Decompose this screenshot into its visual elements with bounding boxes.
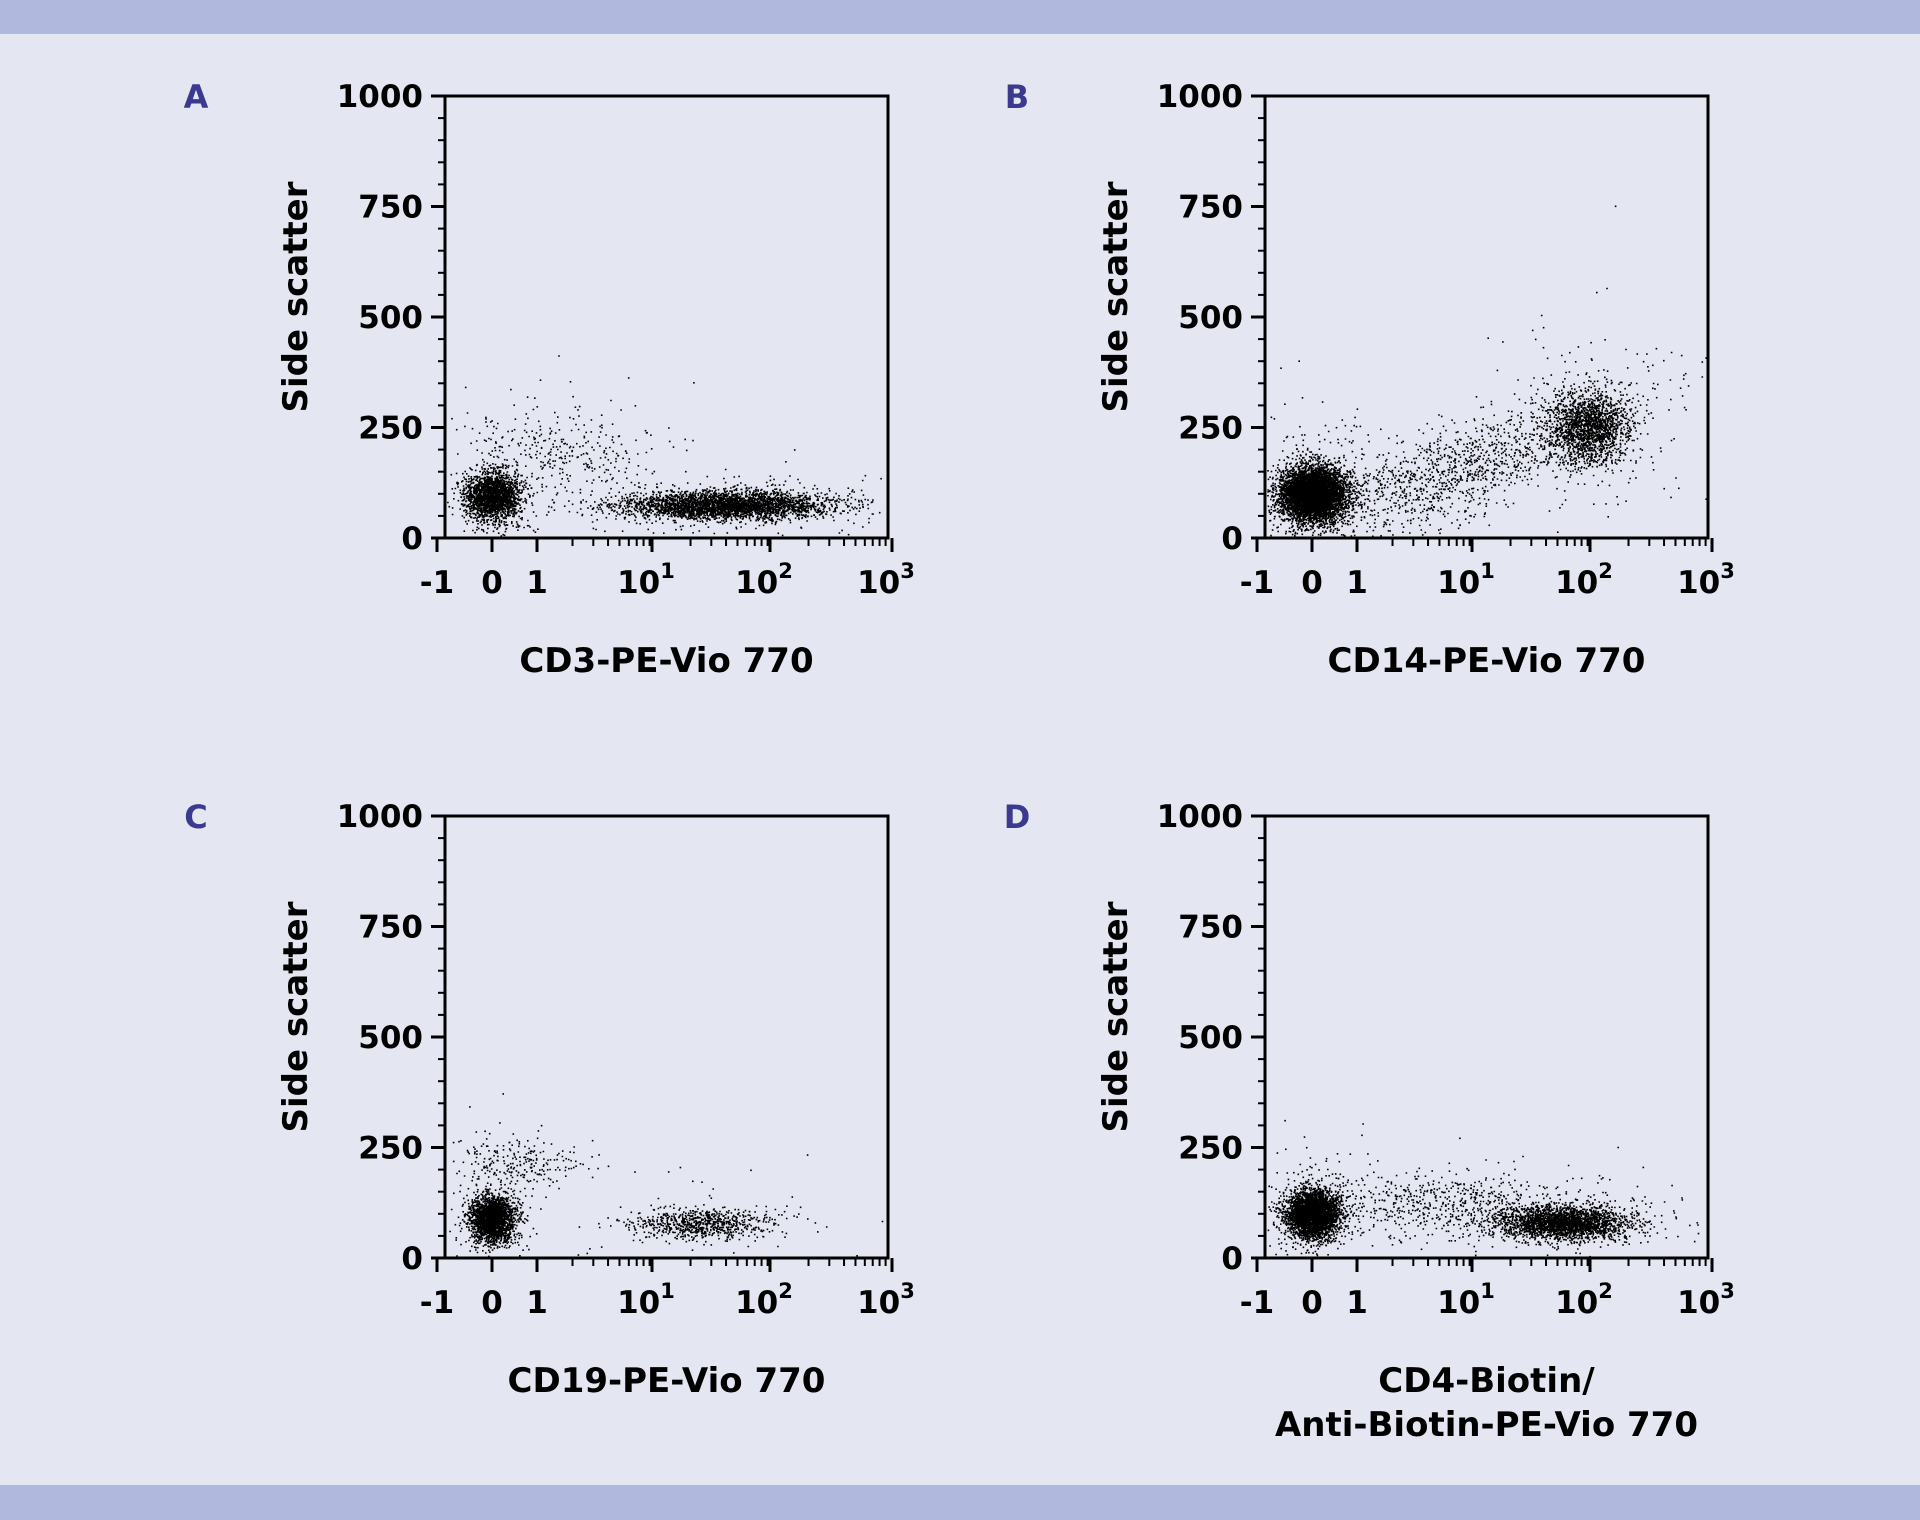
x-tick-exponent: 1 [1480, 1279, 1495, 1303]
x-tick-label: 101 [617, 1279, 675, 1321]
x-tick-label: 0 [481, 1285, 503, 1321]
x-tick-label: 103 [1677, 559, 1735, 601]
y-tick-label: 750 [358, 910, 423, 946]
x-tick-label: 102 [1555, 1279, 1613, 1321]
x-tick-exponent: 3 [1720, 1279, 1735, 1303]
x-tick-exponent: 2 [778, 559, 793, 583]
population-3 [577, 1154, 884, 1257]
x-tick-exponent: 1 [1480, 559, 1495, 583]
x-tick-exponent: 2 [1598, 559, 1613, 583]
population-3 [1328, 1160, 1700, 1258]
y-axis-title: Side scatter [276, 181, 316, 412]
x-tick-label: 102 [735, 1279, 793, 1321]
y-tick-label: 250 [358, 411, 423, 447]
y-tick-label: 500 [358, 1020, 423, 1056]
scatter-points [1267, 1119, 1700, 1258]
x-tick-label: -1 [1240, 1285, 1274, 1321]
x-tick-label: 0 [1301, 1285, 1323, 1321]
x-tick-label: 1 [526, 565, 548, 601]
population-1 [449, 1124, 543, 1258]
plot-frame [1263, 94, 1710, 540]
population-3 [471, 438, 882, 537]
y-tick-label: 500 [358, 300, 423, 336]
y-tick-label: 1000 [337, 799, 423, 835]
x-tick-exponent: 2 [778, 1279, 793, 1303]
panel-letter: C [184, 798, 207, 836]
y-tick-label: 250 [1178, 1131, 1243, 1167]
x-axis-title: CD3-PE-Vio 770 [519, 641, 813, 681]
plot-frame [443, 94, 890, 540]
x-tick-label: 101 [617, 559, 675, 601]
y-tick-label: 750 [1178, 910, 1243, 946]
x-tick-label: 102 [735, 559, 793, 601]
y-tick-label: 750 [1178, 190, 1243, 226]
y-tick-label: 750 [358, 190, 423, 226]
bottom-band [0, 1485, 1920, 1520]
y-tick-label: 1000 [1157, 79, 1243, 115]
y-tick-label: 500 [1178, 300, 1243, 336]
x-tick-label: 103 [1677, 1279, 1735, 1321]
y-tick-label: 0 [401, 1241, 423, 1277]
x-tick-exponent: 1 [660, 1279, 675, 1303]
x-tick-label: -1 [420, 1285, 454, 1321]
x-tick-label: 1 [526, 1285, 548, 1321]
y-axis-title: Side scatter [1096, 181, 1136, 412]
y-tick-label: 1000 [1157, 799, 1243, 835]
population-1 [447, 386, 556, 537]
y-tick-label: 0 [401, 521, 423, 557]
x-tick-label: 103 [857, 1279, 915, 1321]
y-tick-label: 250 [358, 1131, 423, 1167]
x-axis-title: Anti-Biotin-PE-Vio 770 [1275, 1405, 1698, 1445]
population-2 [452, 1093, 627, 1227]
x-tick-label: 101 [1437, 559, 1495, 601]
y-tick-label: 250 [1178, 411, 1243, 447]
panel-letter: A [184, 78, 209, 116]
x-tick-label: 0 [1301, 565, 1323, 601]
x-tick-exponent: 3 [900, 559, 915, 583]
x-tick-exponent: 3 [1720, 559, 1735, 583]
x-axis-title: CD14-PE-Vio 770 [1328, 641, 1646, 681]
population-1 [1267, 360, 1401, 537]
x-axis-title: CD4-Biotin/ [1378, 1361, 1595, 1401]
x-axis-title: CD19-PE-Vio 770 [508, 1361, 826, 1401]
top-band [0, 0, 1920, 34]
x-tick-label: -1 [420, 565, 454, 601]
x-tick-exponent: 2 [1598, 1279, 1613, 1303]
panel-letter: B [1005, 78, 1029, 116]
scatter-points [1267, 205, 1707, 538]
population-2 [1269, 1137, 1684, 1255]
y-tick-label: 0 [1221, 1241, 1243, 1277]
y-tick-label: 1000 [337, 79, 423, 115]
x-tick-exponent: 3 [900, 1279, 915, 1303]
scatter-points [447, 355, 882, 537]
population-2 [1267, 287, 1707, 538]
x-tick-label: 1 [1346, 1285, 1368, 1321]
x-tick-label: 102 [1555, 559, 1613, 601]
x-tick-exponent: 1 [660, 559, 675, 583]
y-axis-title: Side scatter [276, 901, 316, 1132]
x-tick-label: 1 [1346, 565, 1368, 601]
population-3 [1452, 205, 1687, 518]
x-tick-label: 0 [481, 565, 503, 601]
x-tick-label: 103 [857, 559, 915, 601]
y-tick-label: 0 [1221, 521, 1243, 557]
panel-letter: D [1004, 798, 1031, 836]
plot-frame [443, 814, 890, 1260]
y-axis-title: Side scatter [1096, 901, 1136, 1132]
y-tick-label: 500 [1178, 1020, 1243, 1056]
x-tick-label: -1 [1240, 565, 1274, 601]
x-tick-label: 101 [1437, 1279, 1495, 1321]
scatter-points [449, 1093, 884, 1258]
